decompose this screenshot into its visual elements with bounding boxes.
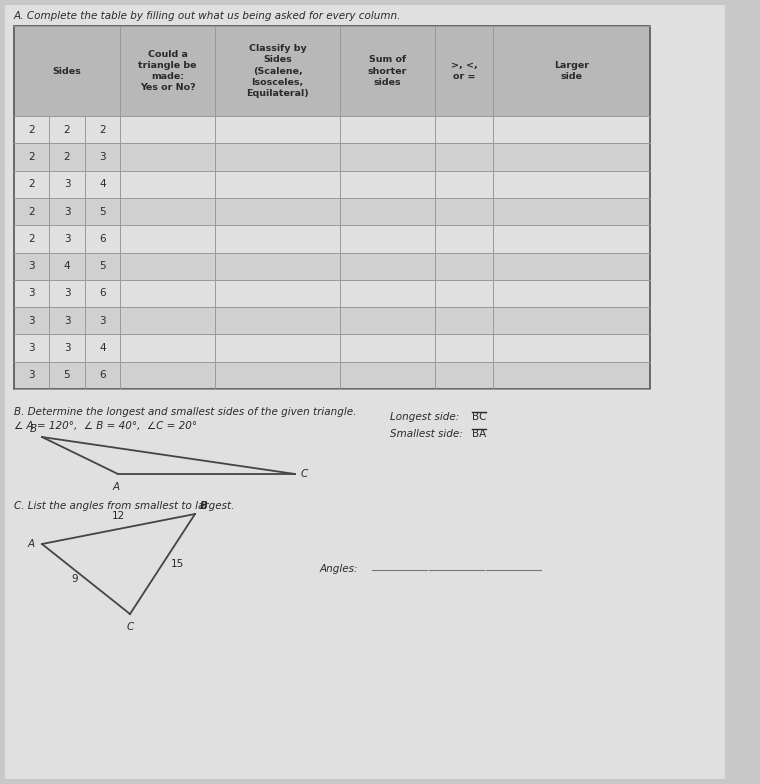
Text: B. Determine the longest and smallest sides of the given triangle.: B. Determine the longest and smallest si… [14, 407, 356, 417]
Bar [14, 26, 650, 116]
Text: Sum of
shorter
sides: Sum of shorter sides [368, 56, 407, 86]
Text: 5: 5 [64, 370, 71, 380]
Text: 12: 12 [112, 511, 125, 521]
Text: Longest side:: Longest side: [390, 412, 459, 422]
Bar [14, 361, 650, 389]
Text: 2: 2 [28, 152, 35, 162]
Text: 3: 3 [64, 289, 71, 299]
Text: 2: 2 [64, 125, 71, 135]
Text: BA: BA [472, 429, 486, 439]
Text: Classify by
Sides
(Scalene,
Isosceles,
Equilateral): Classify by Sides (Scalene, Isosceles, E… [246, 45, 309, 98]
Text: 3: 3 [99, 152, 106, 162]
Text: 3: 3 [64, 180, 71, 189]
Text: 5: 5 [99, 206, 106, 216]
Bar [14, 307, 650, 335]
Text: ∠ A = 120°,  ∠ B = 40°,  ∠C = 20°: ∠ A = 120°, ∠ B = 40°, ∠C = 20° [14, 421, 197, 431]
Bar [14, 26, 650, 389]
Text: 2: 2 [28, 234, 35, 244]
Text: Angles:: Angles: [320, 564, 359, 574]
Text: C. List the angles from smallest to largest.: C. List the angles from smallest to larg… [14, 501, 234, 511]
Text: 2: 2 [99, 125, 106, 135]
Text: 4: 4 [99, 180, 106, 189]
Bar [14, 252, 650, 280]
Text: 6: 6 [99, 234, 106, 244]
Text: Larger
side: Larger side [554, 61, 589, 81]
Text: 3: 3 [28, 289, 35, 299]
Text: 4: 4 [64, 261, 71, 271]
Text: 3: 3 [64, 343, 71, 353]
Bar [14, 335, 650, 361]
Text: 2: 2 [64, 152, 71, 162]
Text: 15: 15 [170, 559, 184, 569]
Text: B: B [200, 501, 208, 511]
Text: 3: 3 [64, 234, 71, 244]
Bar [14, 280, 650, 307]
Text: A. Complete the table by filling out what us being asked for every column.: A. Complete the table by filling out wha… [14, 11, 401, 21]
Text: A: A [28, 539, 35, 549]
Text: 2: 2 [28, 206, 35, 216]
Text: 3: 3 [99, 316, 106, 325]
Text: 6: 6 [99, 289, 106, 299]
Bar [14, 198, 650, 225]
Text: BC: BC [472, 412, 486, 422]
Bar [14, 225, 650, 252]
Text: 6: 6 [99, 370, 106, 380]
Bar [14, 171, 650, 198]
Text: Could a
triangle be
made:
Yes or No?: Could a triangle be made: Yes or No? [138, 50, 197, 93]
Text: 3: 3 [28, 316, 35, 325]
Text: 9: 9 [71, 574, 78, 584]
Text: 3: 3 [28, 343, 35, 353]
Text: 3: 3 [28, 261, 35, 271]
Text: >, <,
or =: >, <, or = [451, 61, 477, 81]
Bar [14, 116, 650, 143]
Text: A: A [112, 482, 119, 492]
Text: 5: 5 [99, 261, 106, 271]
Text: C: C [301, 469, 309, 479]
Text: 4: 4 [99, 343, 106, 353]
Text: Smallest side:: Smallest side: [390, 429, 463, 439]
Bar [14, 143, 650, 171]
Text: 3: 3 [64, 206, 71, 216]
Text: 3: 3 [64, 316, 71, 325]
Text: 3: 3 [28, 370, 35, 380]
Text: C: C [126, 622, 134, 632]
Text: B: B [30, 424, 37, 434]
Text: 2: 2 [28, 125, 35, 135]
Text: 2: 2 [28, 180, 35, 189]
Text: Sides: Sides [52, 67, 81, 75]
